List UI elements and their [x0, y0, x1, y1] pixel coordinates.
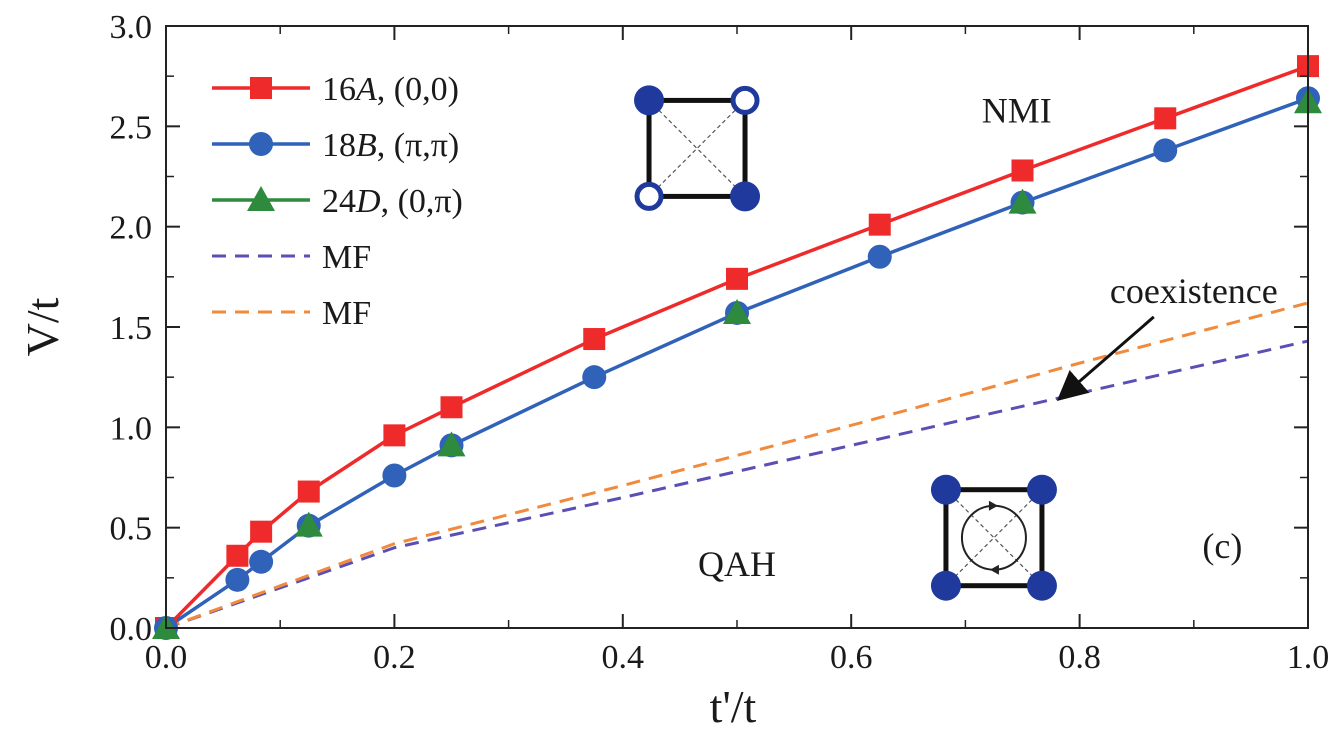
inset-site-hollow [634, 181, 664, 211]
data-point-series-0 [297, 480, 320, 503]
inset-site-filled [1026, 474, 1057, 505]
axis-layer: 0.0 0.2 0.4 0.6 0.8 1.0 0.0 0.5 1.0 1.5 2.0 2.5 3.0 [110, 9, 1330, 676]
data-point-series-0 [868, 213, 891, 236]
x-tick-label: 0.0 [145, 639, 188, 676]
inset-diagonal [648, 99, 746, 197]
data-point-series-0 [583, 328, 606, 351]
data-point-series-0 [1154, 107, 1177, 130]
inset-edge [646, 97, 748, 199]
annotation-3: coexistence [1110, 271, 1278, 311]
annotation-layer: NMI QAH (c) coexistence [698, 90, 1278, 584]
x-tick-label: 0.2 [373, 639, 416, 676]
data-point-series-1 [1153, 138, 1178, 163]
data-point-series-1 [867, 244, 892, 269]
legend-marker-1 [249, 132, 273, 156]
y-tick-label: 3.0 [110, 9, 153, 46]
x-tick-label: 0.8 [1058, 639, 1101, 676]
data-point-series-1 [225, 567, 250, 592]
y-tick-label: 1.0 [110, 410, 153, 447]
inset-site-hollow [730, 85, 760, 115]
legend-marker-0 [250, 77, 272, 99]
inset-diagonal [648, 99, 746, 197]
annotation-0: NMI [982, 90, 1052, 130]
legend-label-2: 24D, (0,π) [322, 183, 463, 220]
data-point-series-2 [723, 298, 751, 324]
inset-site-filled [1026, 570, 1057, 601]
data-point-series-2 [294, 511, 323, 537]
y-tick-label: 2.0 [110, 210, 153, 247]
x-axis-title: t'/t [710, 681, 757, 730]
legend-marker-2 [247, 186, 275, 211]
data-point-series-0 [440, 396, 463, 419]
inset-site-filled [930, 474, 961, 505]
inset-loop-arrow [988, 500, 998, 511]
inset-diagonal [945, 489, 1043, 587]
legend-label-3: MF [322, 239, 371, 276]
marker-layer [152, 55, 1322, 640]
legend-label-4: MF [322, 295, 371, 332]
x-tick-label: 0.4 [602, 639, 645, 676]
data-point-series-0 [726, 267, 748, 290]
data-point-series-2 [1008, 188, 1037, 214]
y-axis-title: V/t [17, 297, 68, 356]
x-tick-label: 0.6 [830, 639, 873, 676]
y-tick-label: 0.0 [110, 611, 153, 648]
series-line-4 [166, 301, 1308, 628]
inset-site-filled [930, 570, 961, 601]
inset-lattice-1 [930, 474, 1057, 601]
x-tick-label: 1.0 [1287, 639, 1330, 676]
inset-site-filled [730, 181, 761, 212]
y-tick-label: 1.5 [110, 310, 153, 347]
inset-site-filled [634, 85, 665, 116]
inset-lattice-0 [634, 85, 761, 212]
data-point-series-1 [582, 365, 607, 390]
y-tick-label: 2.5 [110, 109, 153, 146]
data-point-series-0 [383, 424, 406, 447]
legend: 16A, (0,0) 18B, (π,π) 24D, (0,π) MF MF [212, 71, 463, 332]
legend-label-1: 18B, (π,π) [322, 127, 459, 164]
data-point-series-0 [250, 520, 273, 543]
annotation-arrow [1056, 315, 1155, 402]
inset-edge [943, 487, 1045, 589]
inset-diagonal [945, 489, 1043, 587]
inset-loop-arrow [989, 564, 999, 575]
data-point-series-0 [1011, 159, 1034, 182]
annotation-1: QAH [698, 544, 776, 584]
annotation-2: (c) [1202, 526, 1242, 566]
legend-label-0: 16A, (0,0) [322, 71, 459, 108]
data-point-series-1 [382, 463, 407, 488]
data-point-series-0 [226, 544, 249, 567]
y-tick-label: 0.5 [110, 511, 153, 548]
data-point-series-1 [249, 549, 274, 574]
data-point-series-2 [437, 431, 466, 457]
inset-layer [634, 85, 1057, 601]
